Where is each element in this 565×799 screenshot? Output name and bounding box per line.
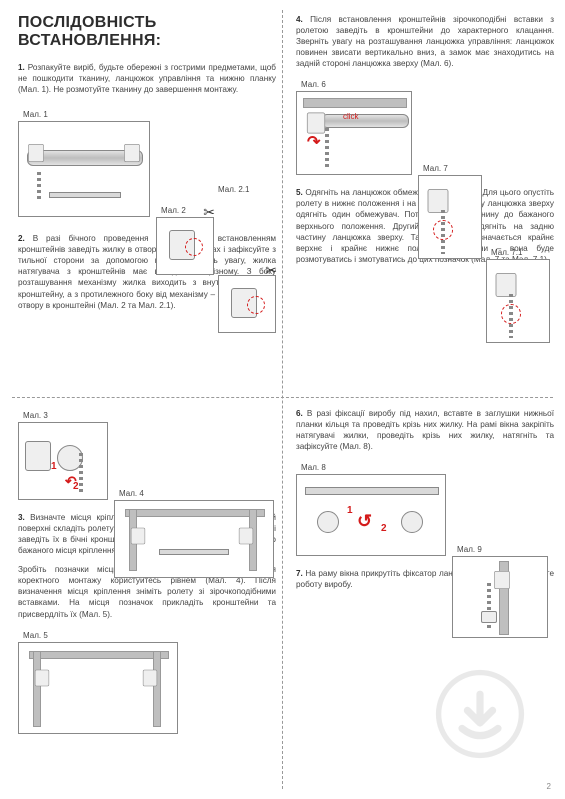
fig6-label: Мал. 6	[301, 80, 326, 89]
fig-row-67: click ↷ Мал. 6 Мал. 7 Мал. 7.1	[296, 77, 554, 179]
section-4-5: 4. Після встановлення кронштейнів зірочк…	[296, 14, 554, 273]
figure-3: ↶ 1 2 Мал. 3	[18, 422, 108, 500]
fig8-label: Мал. 8	[301, 463, 326, 472]
fig7-label: Мал. 7	[423, 164, 448, 173]
step-1-text: 1. Розпакуйте виріб, будьте обережні з г…	[18, 62, 276, 95]
fig-row-5: Мал. 5	[18, 628, 276, 738]
step-4-body: Після встановлення кронштейнів зірочкопо…	[296, 15, 554, 68]
step-1-body: Розпакуйте виріб, будьте обережні з гост…	[18, 63, 276, 94]
scissors-icon: ✂	[265, 262, 277, 279]
figure-1: Мал. 1	[18, 121, 150, 217]
section-3-5: ↶ 1 2 Мал. 3 Мал. 4 3. Визначте місця кр…	[18, 408, 276, 738]
badge-2: 2	[73, 481, 79, 492]
fig9-label: Мал. 9	[457, 545, 482, 554]
page-title: ПОСЛІДОВНІСТЬ ВСТАНОВЛЕННЯ:	[18, 14, 276, 50]
badge-2b: 2	[381, 523, 387, 534]
step-6-text: 6. В разі фіксації виробу під нахил, вст…	[296, 408, 554, 452]
page-number: 2	[547, 782, 551, 791]
figure-4: Мал. 4	[114, 500, 274, 578]
step-4-text: 4. Після встановлення кронштейнів зірочк…	[296, 14, 554, 69]
fig-row-1: Мал. 1 ✂ Мал. 2 ✂ Мал. 2.1	[18, 103, 276, 223]
horizontal-divider	[12, 397, 553, 398]
instruction-page: ПОСЛІДОВНІСТЬ ВСТАНОВЛЕННЯ: 1. Розпакуйт…	[0, 0, 565, 799]
fig-row-89: ↺ 1 2 Мал. 8 Мал. 9	[296, 460, 554, 560]
badge-1: 1	[51, 461, 57, 472]
click-label: click	[343, 112, 359, 121]
watermark-icon	[435, 669, 525, 759]
fig1-label: Мал. 1	[23, 110, 48, 119]
badge-1b: 1	[347, 505, 353, 516]
figure-8: ↺ 1 2 Мал. 8	[296, 474, 446, 556]
figure-2-1: ✂	[218, 275, 276, 333]
section-1-2: ПОСЛІДОВНІСТЬ ВСТАНОВЛЕННЯ: 1. Розпакуйт…	[18, 14, 276, 319]
fig4-label: Мал. 4	[119, 489, 144, 498]
vertical-divider	[282, 10, 283, 789]
figure-2: ✂ Мал. 2	[156, 217, 214, 275]
step-6-body: В разі фіксації виробу під нахил, вставт…	[296, 409, 554, 451]
figure-5: Мал. 5	[18, 642, 178, 734]
figure-7: Мал. 7	[418, 175, 482, 259]
fig5-label: Мал. 5	[23, 631, 48, 640]
fig2-label: Мал. 2	[161, 206, 186, 215]
fig3-label: Мал. 3	[23, 411, 48, 420]
fig2-1-label: Мал. 2.1	[218, 185, 249, 194]
scissors-icon: ✂	[203, 204, 215, 221]
figure-7-1: Мал. 7.1	[486, 259, 550, 343]
figure-6: click ↷ Мал. 6	[296, 91, 412, 175]
section-6-7: 6. В разі фіксації виробу під нахил, вст…	[296, 408, 554, 598]
fig-row-34: ↶ 1 2 Мал. 3 Мал. 4	[18, 408, 276, 504]
fig7-1-label: Мал. 7.1	[491, 248, 522, 257]
figure-9: Мал. 9	[452, 556, 548, 638]
